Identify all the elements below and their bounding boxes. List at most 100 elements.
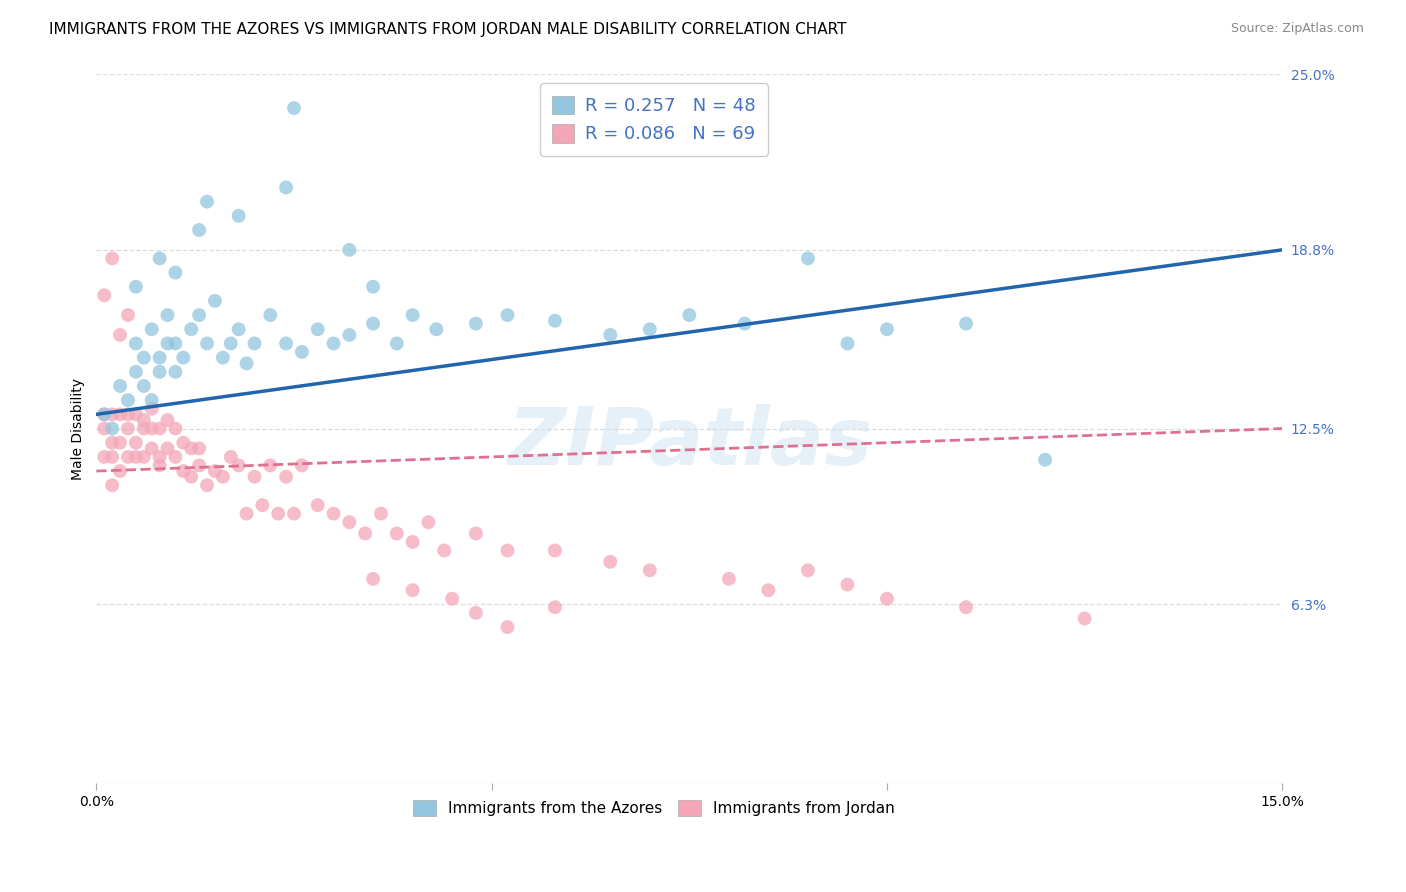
Point bbox=[283, 507, 305, 521]
Point bbox=[401, 535, 423, 549]
Point bbox=[149, 450, 172, 464]
Point bbox=[322, 336, 344, 351]
Point bbox=[544, 600, 567, 615]
Point bbox=[219, 336, 242, 351]
Point bbox=[117, 421, 139, 435]
Point bbox=[307, 498, 329, 512]
Y-axis label: Male Disability: Male Disability bbox=[72, 377, 86, 480]
Point bbox=[354, 526, 377, 541]
Point bbox=[228, 209, 250, 223]
Point bbox=[464, 317, 486, 331]
Point bbox=[156, 413, 179, 427]
Point bbox=[441, 591, 464, 606]
Point bbox=[188, 308, 211, 322]
Point bbox=[117, 393, 139, 408]
Point bbox=[117, 450, 139, 464]
Point bbox=[361, 572, 384, 586]
Point bbox=[544, 543, 567, 558]
Point bbox=[125, 279, 148, 293]
Point bbox=[274, 469, 297, 483]
Point bbox=[93, 450, 115, 464]
Point bbox=[108, 379, 131, 393]
Point bbox=[188, 458, 211, 473]
Point bbox=[108, 408, 131, 422]
Point bbox=[108, 327, 131, 342]
Point bbox=[156, 336, 179, 351]
Point bbox=[1073, 611, 1095, 625]
Point bbox=[837, 336, 859, 351]
Point bbox=[291, 458, 314, 473]
Point bbox=[717, 572, 740, 586]
Legend: Immigrants from the Azores, Immigrants from Jordan: Immigrants from the Azores, Immigrants f… bbox=[404, 790, 904, 825]
Point bbox=[125, 408, 148, 422]
Point bbox=[141, 322, 163, 336]
Text: ZIPatlas: ZIPatlas bbox=[506, 404, 872, 482]
Point bbox=[337, 327, 360, 342]
Point bbox=[108, 435, 131, 450]
Point bbox=[195, 478, 218, 492]
Point bbox=[876, 591, 898, 606]
Point bbox=[132, 413, 155, 427]
Point bbox=[149, 365, 172, 379]
Point bbox=[101, 435, 124, 450]
Point bbox=[291, 345, 314, 359]
Point bbox=[117, 408, 139, 422]
Point bbox=[165, 336, 187, 351]
Point bbox=[228, 322, 250, 336]
Point bbox=[125, 365, 148, 379]
Point bbox=[544, 314, 567, 328]
Point bbox=[165, 450, 187, 464]
Point bbox=[117, 308, 139, 322]
Point bbox=[267, 507, 290, 521]
Point bbox=[464, 606, 486, 620]
Point bbox=[180, 442, 202, 456]
Point bbox=[141, 421, 163, 435]
Point bbox=[337, 515, 360, 529]
Point bbox=[195, 194, 218, 209]
Point bbox=[385, 336, 408, 351]
Point bbox=[212, 351, 235, 365]
Point bbox=[425, 322, 447, 336]
Point bbox=[243, 469, 266, 483]
Point bbox=[180, 469, 202, 483]
Point bbox=[132, 351, 155, 365]
Point bbox=[204, 464, 226, 478]
Point bbox=[401, 583, 423, 598]
Point bbox=[93, 421, 115, 435]
Point bbox=[385, 526, 408, 541]
Point bbox=[837, 577, 859, 591]
Point bbox=[125, 336, 148, 351]
Point bbox=[758, 583, 780, 598]
Point bbox=[156, 442, 179, 456]
Point bbox=[797, 252, 820, 266]
Point bbox=[125, 435, 148, 450]
Point bbox=[638, 563, 661, 577]
Point bbox=[496, 308, 519, 322]
Point bbox=[955, 600, 977, 615]
Point bbox=[361, 317, 384, 331]
Point bbox=[212, 469, 235, 483]
Point bbox=[228, 458, 250, 473]
Point bbox=[149, 252, 172, 266]
Point bbox=[165, 365, 187, 379]
Point bbox=[243, 336, 266, 351]
Point bbox=[195, 336, 218, 351]
Point bbox=[156, 308, 179, 322]
Point bbox=[108, 464, 131, 478]
Point bbox=[165, 421, 187, 435]
Point bbox=[433, 543, 456, 558]
Point bbox=[188, 223, 211, 237]
Point bbox=[235, 507, 257, 521]
Point bbox=[180, 322, 202, 336]
Point bbox=[401, 308, 423, 322]
Point bbox=[141, 401, 163, 416]
Point bbox=[259, 308, 281, 322]
Point bbox=[101, 478, 124, 492]
Point bbox=[132, 450, 155, 464]
Point bbox=[307, 322, 329, 336]
Point bbox=[93, 408, 115, 422]
Point bbox=[274, 180, 297, 194]
Text: Source: ZipAtlas.com: Source: ZipAtlas.com bbox=[1230, 22, 1364, 36]
Point bbox=[172, 351, 194, 365]
Point bbox=[93, 408, 115, 422]
